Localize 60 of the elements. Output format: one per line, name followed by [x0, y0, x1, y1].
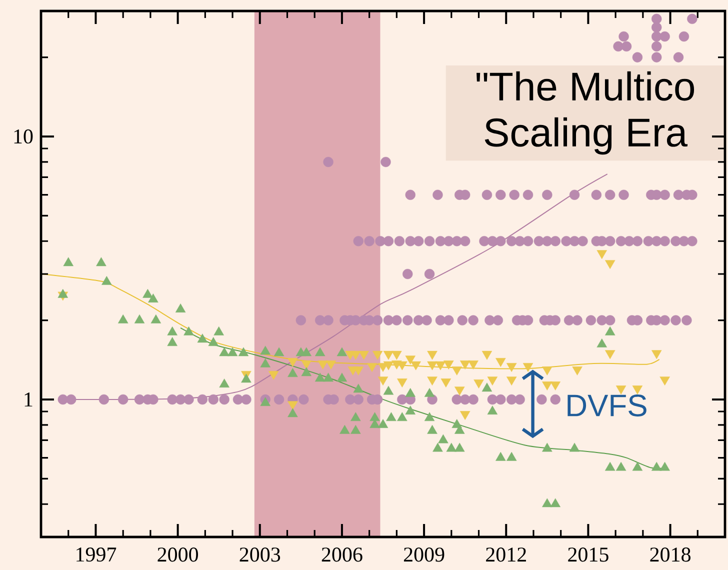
point [383, 350, 394, 360]
point [427, 350, 438, 360]
point [460, 360, 470, 370]
point [506, 376, 517, 386]
point [350, 350, 361, 360]
annotation: DVFS [568, 394, 646, 416]
point [468, 360, 478, 370]
point [542, 382, 552, 390]
point [506, 363, 517, 372]
point [632, 386, 643, 394]
x-tick-label: 2018 [650, 548, 690, 562]
point [378, 376, 388, 386]
x-tick-label: 2012 [486, 548, 526, 562]
point [410, 361, 421, 370]
point [474, 380, 484, 388]
point [454, 386, 465, 396]
point [452, 366, 462, 376]
point [397, 378, 408, 388]
point [366, 363, 378, 372]
point [288, 358, 298, 367]
x-tick-label: 1997 [76, 548, 116, 562]
point [444, 360, 454, 370]
point [522, 363, 534, 372]
point [487, 376, 498, 386]
point [440, 378, 452, 388]
annotation: "The Multico [476, 71, 694, 101]
point [405, 356, 416, 365]
x-tick-label: 2015 [568, 548, 608, 562]
point [326, 360, 336, 370]
point [427, 361, 438, 370]
x-tick-label: 2006 [322, 548, 362, 562]
point [427, 376, 438, 386]
point [288, 401, 298, 410]
point [301, 360, 312, 370]
point [392, 350, 402, 360]
annotation: Scaling Era [484, 117, 688, 155]
point [482, 350, 492, 360]
point [460, 411, 470, 420]
y-tick-label: 10 [14, 129, 33, 144]
point [550, 382, 560, 390]
x-tick-label: 2000 [158, 548, 198, 562]
point [616, 386, 626, 394]
point [572, 366, 582, 376]
point [358, 350, 369, 360]
point [496, 358, 506, 367]
point [383, 361, 394, 370]
point [651, 350, 662, 360]
x-tick-label: 2003 [240, 548, 280, 562]
point [318, 360, 328, 370]
point [268, 370, 279, 380]
point [604, 260, 616, 270]
point [372, 350, 383, 360]
x-tick-label: 2009 [404, 548, 444, 562]
point [435, 361, 446, 370]
point [604, 350, 616, 360]
point [660, 376, 670, 386]
point [542, 366, 552, 376]
point [353, 366, 364, 376]
point [596, 250, 608, 260]
y-tick-label: 1 [24, 392, 32, 406]
